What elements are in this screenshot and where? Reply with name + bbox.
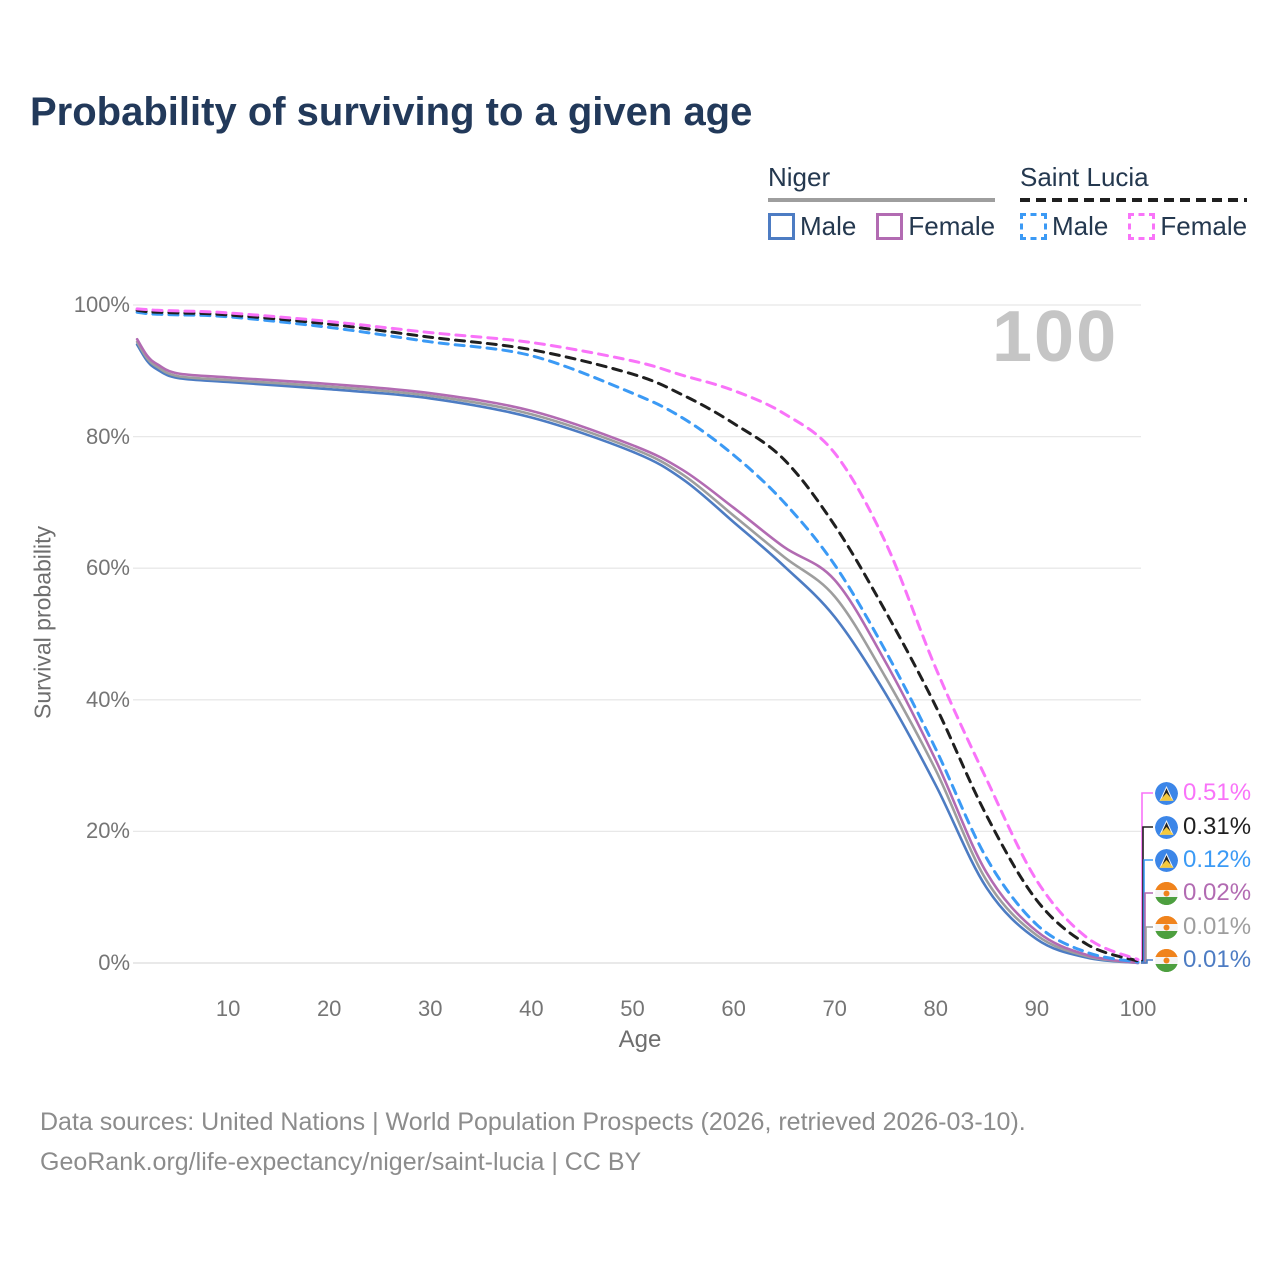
legend-label: Female — [908, 211, 996, 241]
legend-group-niger: Niger Male Female — [768, 162, 996, 242]
legend-saint-lucia-title[interactable]: Saint Lucia — [1020, 162, 1149, 192]
niger-flag-icon — [1155, 948, 1178, 972]
label-connector — [1141, 826, 1153, 962]
niger-female-swatch — [876, 213, 904, 240]
saint-lucia-flag-icon — [1155, 815, 1178, 839]
x-tick-90: 90 — [1024, 996, 1050, 1021]
series-line-saint-lucia-both-sexes — [135, 308, 1140, 963]
data-source-note: Data sources: United Nations | World Pop… — [40, 1108, 1026, 1136]
legend-niger-title[interactable]: Niger — [768, 162, 831, 192]
y-tick-40: 40% — [85, 686, 130, 712]
saint-lucia-flag-icon — [1155, 848, 1178, 872]
x-tick-40: 40 — [519, 996, 544, 1021]
series-line-niger-female — [135, 337, 1140, 965]
y-tick-0: 0% — [98, 950, 130, 975]
end-label-value: 0.02% — [1183, 879, 1252, 906]
x-tick-30: 30 — [418, 996, 443, 1021]
legend-item-saint-lucia-male[interactable]: Male — [1020, 211, 1108, 242]
end-label-value: 0.01% — [1183, 913, 1252, 940]
x-tick-100: 100 — [1119, 996, 1157, 1021]
y-tick-20: 20% — [85, 818, 130, 844]
x-axis-title: Age — [618, 1026, 662, 1053]
end-label-value: 0.01% — [1183, 946, 1252, 973]
page-title: Probability of surviving to a given age — [30, 90, 753, 134]
saint-lucia-female-swatch — [1128, 213, 1156, 240]
series-line-niger-male — [135, 343, 1140, 965]
y-tick-60: 60% — [85, 555, 130, 581]
niger-flag-icon — [1155, 915, 1178, 939]
label-connector — [1141, 959, 1153, 964]
saint-lucia-flag-icon — [1155, 781, 1178, 805]
legend-item-niger-female[interactable]: Female — [876, 211, 995, 242]
age-watermark: 100 — [992, 297, 1119, 377]
end-label-niger-male: 0.01% — [1155, 948, 1251, 972]
legend-label: Male — [800, 211, 857, 241]
end-label-niger-female: 0.02% — [1155, 881, 1251, 905]
legend-label: Female — [1160, 211, 1248, 241]
end-label-saint-lucia-male: 0.12% — [1155, 848, 1251, 872]
end-label-value: 0.51% — [1183, 779, 1252, 806]
series-line-niger-both-sexes — [135, 340, 1140, 965]
end-label-saint-lucia-female: 0.51% — [1155, 781, 1251, 805]
y-tick-100: 100% — [73, 292, 130, 317]
y-tick-80: 80% — [85, 423, 130, 449]
legend-item-niger-male[interactable]: Male — [768, 211, 856, 242]
end-label-saint-lucia-both-sexes: 0.31% — [1155, 815, 1251, 839]
legend-item-saint-lucia-female[interactable]: Female — [1128, 211, 1247, 242]
series-line-saint-lucia-male — [135, 310, 1140, 964]
x-tick-10: 10 — [215, 996, 241, 1021]
end-label-value: 0.31% — [1183, 813, 1252, 840]
label-connector — [1141, 792, 1153, 961]
legend-group-saint-lucia: Saint Lucia Male Female — [1020, 162, 1248, 242]
legend-niger-line-sample — [768, 198, 996, 202]
x-tick-70: 70 — [822, 996, 847, 1021]
x-tick-50: 50 — [620, 996, 645, 1021]
saint-lucia-male-swatch — [1020, 213, 1047, 240]
legend-saint-lucia-line-sample — [1020, 198, 1248, 202]
niger-flag-icon — [1155, 881, 1178, 905]
attribution-link: GeoRank.org/life-expectancy/niger/saint-… — [40, 1148, 642, 1176]
legend-label: Male — [1052, 211, 1109, 241]
end-label-niger-both-sexes: 0.01% — [1155, 915, 1251, 939]
end-label-value: 0.12% — [1183, 846, 1252, 873]
x-tick-20: 20 — [316, 996, 342, 1021]
x-tick-60: 60 — [721, 996, 746, 1021]
x-tick-80: 80 — [923, 996, 949, 1021]
niger-male-swatch — [768, 213, 795, 240]
